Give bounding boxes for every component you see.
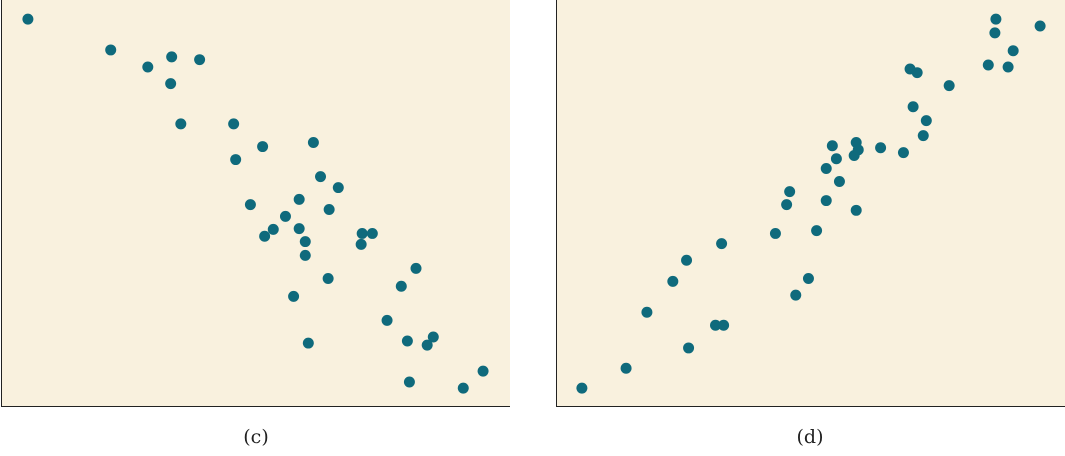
data-point	[990, 13, 1002, 25]
data-point	[410, 262, 422, 274]
data-point	[293, 193, 305, 205]
data-point	[710, 319, 721, 331]
data-point	[307, 137, 319, 148]
scatter-plot-d	[556, 0, 1065, 407]
data-point	[228, 118, 240, 130]
data-point	[917, 130, 929, 142]
data-point	[166, 51, 178, 63]
data-point	[833, 175, 845, 187]
data-point	[769, 227, 781, 239]
data-point	[875, 142, 887, 154]
data-point	[852, 144, 864, 156]
data-point	[259, 230, 271, 242]
data-point	[427, 331, 439, 343]
data-point	[165, 78, 177, 90]
data-point	[790, 289, 802, 301]
data-point	[576, 382, 588, 394]
data-point	[299, 249, 311, 261]
data-point	[667, 275, 679, 287]
data-point	[907, 101, 919, 113]
data-point	[850, 204, 862, 216]
data-point	[641, 306, 653, 318]
data-point	[683, 342, 695, 354]
data-point	[943, 80, 955, 92]
data-point	[315, 171, 327, 183]
data-point	[716, 238, 728, 250]
data-point	[982, 59, 994, 71]
caption-c: (c)	[243, 426, 269, 448]
data-point	[381, 314, 393, 326]
plot-area-c	[22, 13, 489, 394]
data-point	[477, 365, 489, 377]
caption-d: (d)	[796, 426, 824, 448]
data-point	[1007, 45, 1019, 57]
data-point	[302, 337, 314, 349]
plot-area-d	[576, 13, 1046, 394]
data-point	[820, 163, 832, 174]
data-point	[911, 67, 923, 79]
data-point	[323, 204, 335, 215]
data-point	[279, 210, 291, 222]
data-point	[257, 141, 269, 153]
data-point	[830, 153, 842, 165]
data-point	[322, 273, 334, 285]
data-point	[288, 290, 300, 302]
data-point	[267, 223, 279, 235]
data-point	[332, 182, 344, 194]
data-point	[718, 319, 730, 331]
data-point	[403, 376, 415, 388]
data-point	[826, 140, 838, 152]
data-point	[421, 339, 433, 351]
data-point	[1002, 61, 1014, 73]
data-point	[820, 195, 832, 207]
data-point	[395, 280, 407, 292]
data-point	[175, 118, 187, 130]
data-point	[22, 13, 34, 25]
data-point	[299, 236, 311, 248]
data-point	[1034, 20, 1046, 32]
data-point	[355, 238, 367, 250]
data-point	[989, 27, 1001, 39]
data-point	[811, 225, 823, 237]
data-point	[457, 382, 469, 394]
data-point	[401, 335, 413, 347]
data-point	[194, 54, 206, 66]
data-point	[230, 154, 242, 166]
data-point	[781, 199, 793, 211]
data-point	[366, 227, 378, 239]
data-point	[920, 115, 932, 127]
data-point	[681, 254, 693, 266]
data-point	[142, 61, 154, 73]
data-point	[293, 223, 305, 235]
data-point	[802, 273, 814, 285]
data-point	[620, 362, 632, 374]
scatter-plot-c	[1, 0, 510, 407]
data-point	[784, 186, 796, 198]
data-point	[897, 147, 909, 159]
data-point	[356, 227, 368, 239]
data-point	[244, 199, 256, 211]
data-point	[105, 44, 117, 56]
